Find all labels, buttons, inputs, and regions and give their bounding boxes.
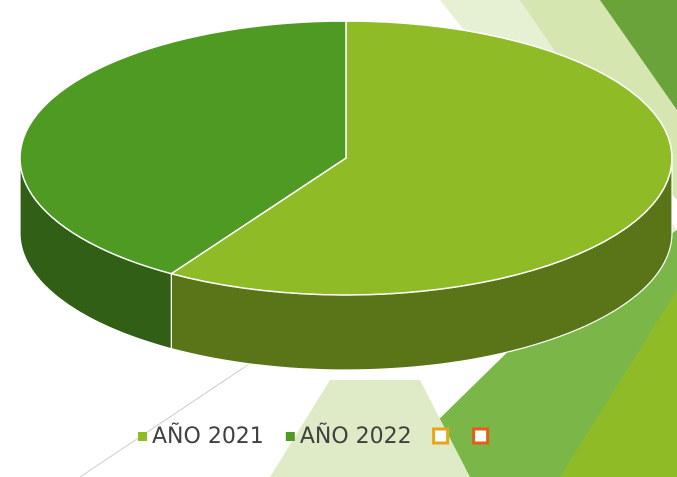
legend: AÑO 2021 AÑO 2022 bbox=[138, 422, 490, 449]
legend-swatch bbox=[138, 432, 147, 441]
legend-swatch bbox=[472, 427, 490, 445]
legend-label: AÑO 2022 bbox=[300, 422, 412, 449]
legend-label: AÑO 2021 bbox=[152, 422, 264, 449]
legend-swatch bbox=[432, 427, 450, 445]
slice bbox=[169, 20, 673, 296]
slice bbox=[19, 20, 347, 275]
pie bbox=[19, 20, 673, 371]
legend-swatch bbox=[285, 432, 295, 441]
